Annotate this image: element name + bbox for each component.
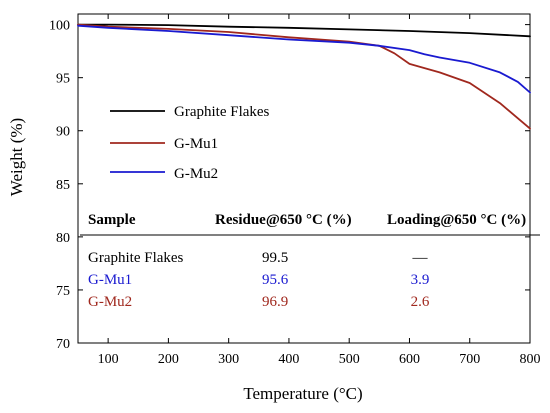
results-table: Sample Residue@650 °C (%) Loading@650 °C…: [80, 212, 540, 310]
table-cell-sample-0: Graphite Flakes: [88, 250, 184, 266]
table-cell-loading-2: 2.6: [411, 294, 430, 310]
legend-label-graphite: Graphite Flakes: [174, 104, 270, 120]
y-axis-label: Weight (%): [7, 118, 26, 196]
y-tick-label: 90: [56, 125, 70, 140]
table-header-loading: Loading@650 °C (%): [387, 212, 526, 228]
series-line-graphite-flakes: [77, 23, 531, 38]
table-cell-sample-1: G-Mu1: [88, 272, 132, 288]
y-tick-label: 100: [49, 19, 70, 34]
series-line-g-mu2: [77, 24, 531, 94]
legend-label-g-mu1: G-Mu1: [174, 136, 218, 152]
table-cell-sample-2: G-Mu2: [88, 294, 132, 310]
table-cell-loading-1: 3.9: [411, 272, 430, 288]
y-tick-label: 70: [56, 337, 70, 352]
table-header-sample: Sample: [88, 212, 136, 228]
y-tick-label: 75: [56, 284, 70, 299]
table-cell-loading-0: —: [412, 250, 429, 266]
x-tick-label: 700: [459, 352, 480, 367]
table-header-residue: Residue@650 °C (%): [215, 212, 352, 228]
x-tick-label: 400: [278, 352, 299, 367]
x-tick-label: 800: [520, 352, 541, 367]
y-tick-label: 85: [56, 178, 70, 193]
series-line-g-mu1: [77, 23, 531, 130]
x-tick-label: 600: [399, 352, 420, 367]
y-tick-label: 80: [56, 231, 70, 246]
x-tick-label: 200: [158, 352, 179, 367]
table-cell-residue-0: 99.5: [262, 250, 288, 266]
x-axis-label: Temperature (°C): [243, 384, 362, 403]
y-tick-label: 95: [56, 72, 70, 87]
table-cell-residue-2: 96.9: [262, 294, 288, 310]
x-tick-label: 100: [98, 352, 119, 367]
plot-frame: [77, 13, 531, 344]
x-tick-label: 300: [218, 352, 239, 367]
x-tick-label: 500: [339, 352, 360, 367]
legend: Graphite Flakes G-Mu1 G-Mu2: [110, 104, 270, 182]
legend-label-g-mu2: G-Mu2: [174, 166, 218, 182]
table-cell-residue-1: 95.6: [262, 272, 289, 288]
axis-ticks: 100 200 300 400 500 600 700 800 70 75 80 85 90 95 100: [49, 14, 541, 367]
data-series: [77, 23, 531, 130]
